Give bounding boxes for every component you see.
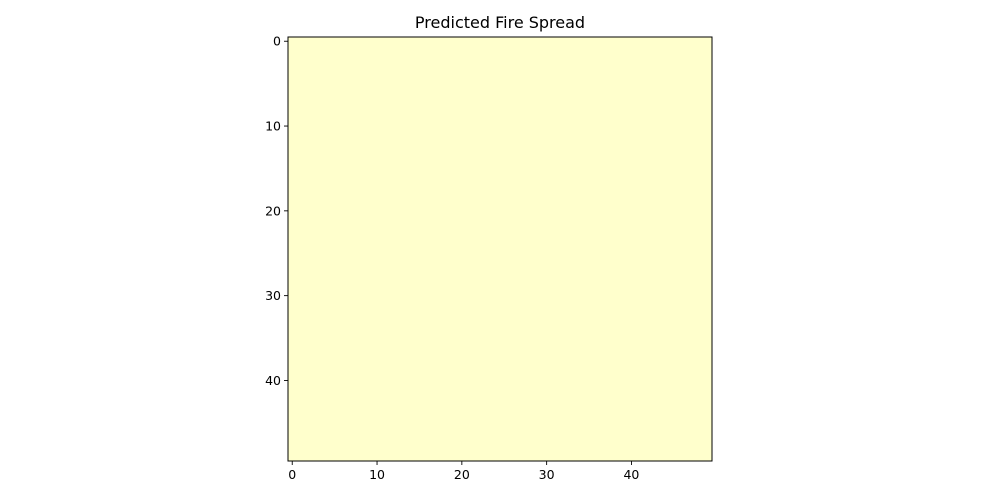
y-tick-label: 0 xyxy=(273,34,281,49)
x-tick-label: 20 xyxy=(454,467,470,482)
x-tick-label: 10 xyxy=(369,467,385,482)
axes-frame xyxy=(287,36,713,462)
y-tick-label: 40 xyxy=(265,373,281,388)
plot-area xyxy=(287,36,713,462)
heatmap-image xyxy=(288,37,712,461)
x-tick-label: 0 xyxy=(288,467,296,482)
x-tick-label: 40 xyxy=(623,467,639,482)
x-tick-label: 30 xyxy=(539,467,555,482)
y-tick-label: 10 xyxy=(265,119,281,134)
x-axis: 0 10 20 30 40 xyxy=(288,461,639,482)
y-tick-label: 30 xyxy=(265,288,281,303)
chart-title: Predicted Fire Spread xyxy=(415,13,585,32)
y-axis: 0 10 20 30 40 xyxy=(265,34,288,388)
y-tick-label: 20 xyxy=(265,203,281,218)
